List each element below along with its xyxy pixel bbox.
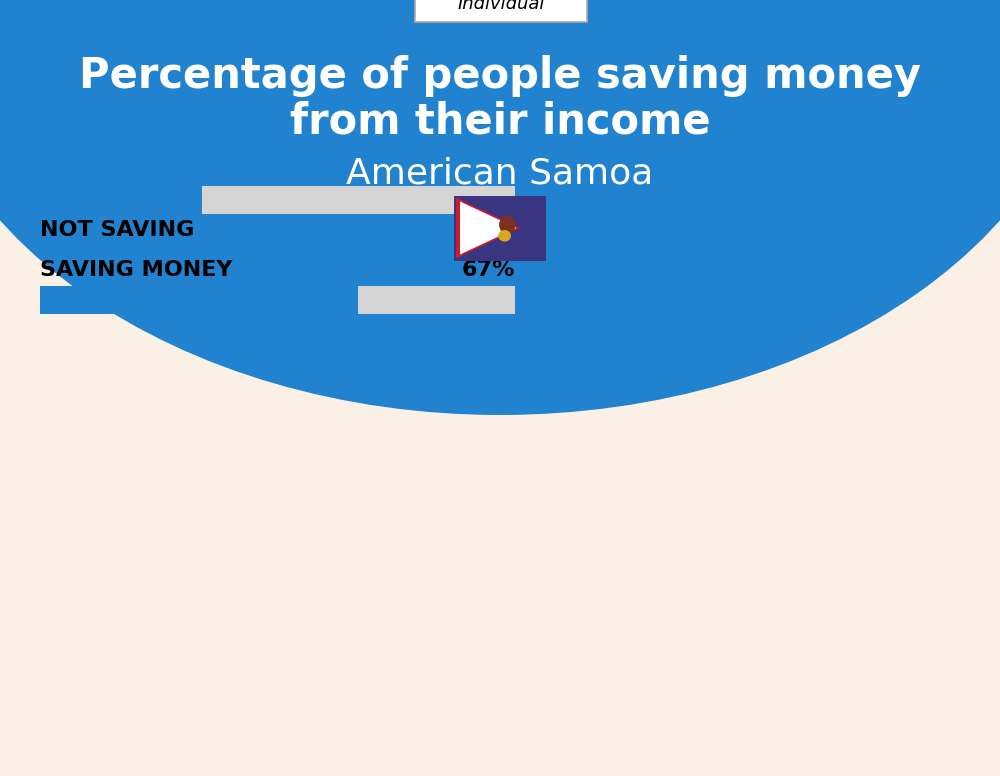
Text: 34%: 34% — [462, 220, 515, 240]
Text: from their income: from their income — [290, 100, 710, 142]
Text: NOT SAVING: NOT SAVING — [40, 220, 194, 240]
Ellipse shape — [499, 216, 516, 234]
Text: 67%: 67% — [462, 260, 515, 280]
Text: Percentage of people saving money: Percentage of people saving money — [79, 55, 921, 97]
Text: American Samoa: American Samoa — [346, 156, 654, 190]
Bar — [454, 196, 546, 261]
Bar — [40, 186, 202, 214]
Ellipse shape — [0, 0, 1000, 415]
Text: SAVING MONEY: SAVING MONEY — [40, 260, 232, 280]
FancyBboxPatch shape — [415, 0, 587, 22]
Ellipse shape — [498, 230, 511, 241]
Bar — [40, 186, 515, 214]
Polygon shape — [456, 198, 520, 258]
Bar — [40, 286, 515, 314]
Bar — [0, 0, 1000, 10]
Bar — [40, 286, 358, 314]
Polygon shape — [460, 202, 517, 255]
Text: Individual: Individual — [457, 0, 545, 13]
